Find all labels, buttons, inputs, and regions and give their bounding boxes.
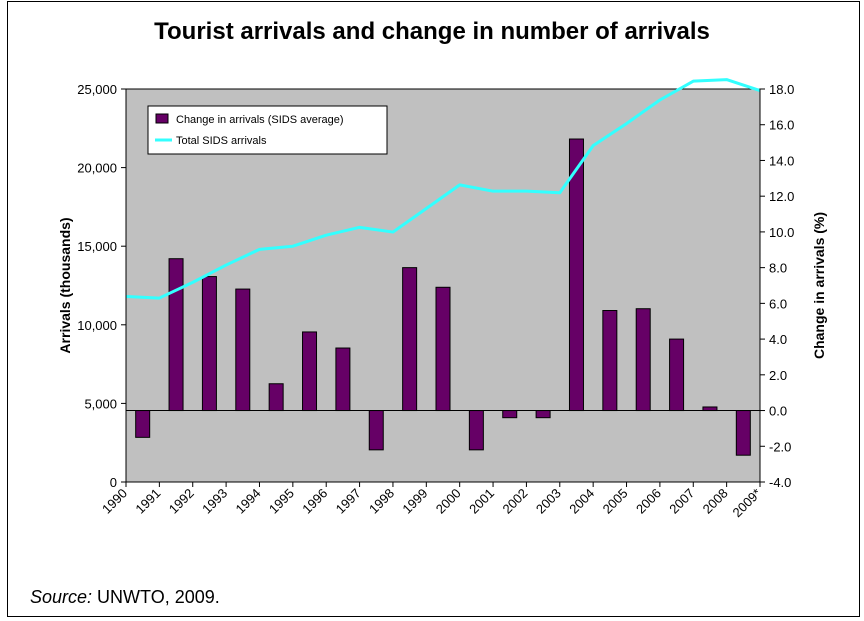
bar-1999 xyxy=(402,267,418,412)
x-tick-label: 1991 xyxy=(132,486,163,517)
left-tick-label: 25,000 xyxy=(77,82,117,97)
x-tick-label: 1992 xyxy=(166,486,197,517)
x-tick-label: 2002 xyxy=(499,486,530,517)
bar-2008 xyxy=(702,406,718,412)
x-tick-label: 2004 xyxy=(566,486,597,517)
bar-1991 xyxy=(135,410,151,438)
x-tick-label: 1999 xyxy=(399,486,430,517)
right-tick-label: 16.0 xyxy=(769,118,794,133)
bar-2007 xyxy=(669,338,685,412)
x-tick-label: 2009* xyxy=(729,486,764,521)
x-tick-label: 1997 xyxy=(333,486,364,517)
left-tick-label: 20,000 xyxy=(77,161,117,176)
legend-label-line: Total SIDS arrivals xyxy=(176,135,267,147)
bar-1993 xyxy=(201,276,217,412)
right-tick-label: 6.0 xyxy=(769,296,787,311)
right-tick-label: -2.0 xyxy=(769,439,791,454)
plot-area xyxy=(125,88,761,483)
bar-1996 xyxy=(302,331,318,412)
right-tick-label: 12.0 xyxy=(769,189,794,204)
chart-title: Tourist arrivals and change in number of… xyxy=(154,18,710,45)
legend-box xyxy=(147,105,388,155)
bar-2003 xyxy=(535,410,551,419)
left-tick-label: 10,000 xyxy=(77,318,117,333)
bar-1995 xyxy=(268,383,284,412)
x-tick-label: 1994 xyxy=(233,486,264,517)
bar-2006 xyxy=(635,308,651,412)
left-tick-label: 5,000 xyxy=(84,396,117,411)
bar-2002 xyxy=(502,410,518,419)
left-tick-label: 0 xyxy=(110,475,117,490)
source-label: Source: xyxy=(30,587,93,607)
x-tick-label: 1995 xyxy=(266,486,297,517)
x-tick-label: 1998 xyxy=(366,486,397,517)
bar-1992 xyxy=(168,258,184,412)
bar-2004 xyxy=(568,138,584,412)
x-tick-label: 1993 xyxy=(199,486,230,517)
x-tick-label: 2008 xyxy=(700,486,731,517)
right-tick-label: 18.0 xyxy=(769,82,794,97)
left-axis-title: Arrivals (thousands) xyxy=(57,217,73,353)
bar-1994 xyxy=(235,288,251,412)
right-axis-title: Change in arrivals (%) xyxy=(811,212,827,359)
bar-2001 xyxy=(468,410,484,451)
x-tick-label: 1990 xyxy=(99,486,130,517)
right-tick-label: 0.0 xyxy=(769,404,787,419)
right-tick-label: 14.0 xyxy=(769,153,794,168)
x-tick-label: 2000 xyxy=(433,486,464,517)
right-tick-label: 4.0 xyxy=(769,332,787,347)
bar-1997 xyxy=(335,347,351,412)
x-tick-label: 2006 xyxy=(633,486,664,517)
bar-1998 xyxy=(368,410,384,451)
x-tick-label: 2007 xyxy=(666,486,697,517)
line-total-sids-arrivals xyxy=(125,78,761,300)
bar-2005 xyxy=(602,310,618,412)
right-tick-label: -4.0 xyxy=(769,475,791,490)
source-text: UNWTO, 2009. xyxy=(92,587,220,607)
right-tick-label: 8.0 xyxy=(769,261,787,276)
legend-label-bar: Change in arrivals (SIDS average) xyxy=(176,114,344,126)
x-tick-label: 2005 xyxy=(600,486,631,517)
x-tick-label: 2003 xyxy=(533,486,564,517)
x-tick-label: 2001 xyxy=(466,486,497,517)
legend-swatch-bar xyxy=(155,113,169,124)
right-tick-label: 2.0 xyxy=(769,368,787,383)
right-tick-label: 10.0 xyxy=(769,225,794,240)
bar-2009* xyxy=(735,410,751,456)
bar-2000 xyxy=(435,286,451,412)
x-tick-label: 1996 xyxy=(299,486,330,517)
source-note: Source: UNWTO, 2009. xyxy=(30,587,220,608)
left-tick-label: 15,000 xyxy=(77,239,117,254)
